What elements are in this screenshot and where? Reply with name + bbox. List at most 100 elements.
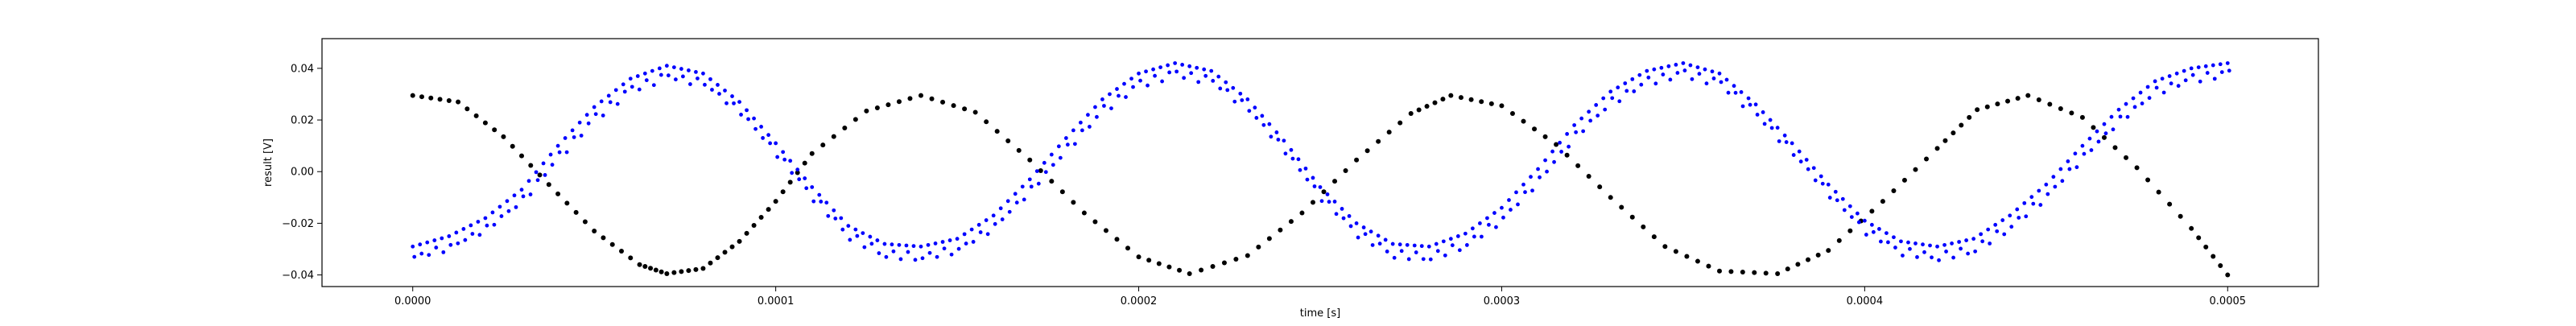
data-point [1081, 210, 1087, 216]
data-point [942, 246, 947, 251]
data-point [853, 227, 858, 232]
data-point [519, 188, 524, 192]
data-point [1027, 157, 1033, 163]
data-point [1348, 224, 1353, 229]
data-point [2025, 93, 2031, 98]
data-point [1187, 270, 1192, 276]
data-point [1102, 104, 1106, 108]
data-point [2029, 195, 2034, 200]
data-point [497, 204, 502, 209]
data-point [1596, 113, 1600, 118]
data-point [599, 99, 604, 104]
data-point [804, 186, 809, 191]
data-point [1131, 85, 1135, 89]
data-point [1856, 220, 1861, 225]
data-point [671, 65, 676, 70]
data-point [1717, 268, 1722, 274]
data-point [1646, 75, 1651, 80]
data-point [1092, 219, 1098, 225]
data-point [1797, 149, 1802, 154]
data-point [1995, 229, 2000, 233]
data-point [637, 262, 642, 267]
data-point [510, 143, 515, 149]
data-point [1114, 237, 1120, 242]
data-point [1125, 246, 1131, 251]
data-point [2196, 65, 2201, 70]
data-point [1984, 104, 1990, 109]
data-point [512, 193, 517, 198]
data-point [1240, 98, 1245, 102]
data-point [1488, 101, 1494, 106]
data-point [1408, 111, 1414, 117]
data-point [1980, 239, 1985, 244]
data-point [2212, 76, 2217, 81]
data-point [564, 200, 570, 206]
data-point [985, 232, 990, 237]
data-point [1855, 211, 1860, 216]
data-point [1027, 177, 1032, 182]
data-point [1567, 144, 1571, 149]
data-point [1470, 226, 1475, 231]
data-point [891, 249, 896, 254]
data-point [1392, 255, 1397, 260]
data-point [2167, 201, 2173, 207]
data-point [803, 176, 807, 180]
data-point [1079, 120, 1083, 125]
data-point [1129, 76, 1133, 81]
data-point [1752, 270, 1757, 275]
data-point [666, 73, 671, 78]
data-point [1416, 107, 1422, 113]
data-point [1594, 103, 1599, 107]
x-tick-label: 0.0001 [758, 295, 795, 307]
data-point [1038, 167, 1043, 173]
data-point [969, 227, 974, 232]
data-point [927, 250, 932, 255]
data-point [485, 223, 489, 228]
data-point [1719, 80, 1724, 85]
data-point [1296, 157, 1301, 162]
data-point [1732, 84, 1736, 89]
data-point [722, 250, 728, 255]
data-point [1588, 118, 1593, 123]
data-point [1318, 185, 1323, 189]
data-point [519, 153, 524, 159]
data-point [782, 157, 787, 162]
data-point [1397, 242, 1402, 247]
data-point [1619, 204, 1624, 210]
data-point [839, 216, 844, 221]
data-point [1684, 254, 1690, 259]
data-point [1629, 214, 1635, 220]
x-tick-label: 0.0003 [1484, 295, 1521, 307]
data-point [1509, 208, 1513, 212]
data-point [1022, 197, 1026, 202]
data-point [1937, 258, 1941, 262]
data-point [993, 221, 997, 226]
data-point [1340, 207, 1344, 211]
data-point [622, 89, 627, 94]
data-point [998, 206, 1003, 211]
data-point [1564, 152, 1570, 158]
data-point [1703, 67, 1707, 72]
data-point [1768, 118, 1773, 122]
data-point [1901, 177, 1907, 183]
data-point [1457, 248, 1462, 253]
data-point [1390, 241, 1395, 246]
data-point [1826, 248, 1831, 254]
data-point [1820, 181, 1825, 186]
data-point [2005, 98, 2011, 104]
data-point [1303, 166, 1308, 171]
data-point [2079, 114, 2085, 120]
data-point [1354, 157, 1360, 163]
data-point [1088, 125, 1092, 129]
data-point [2196, 235, 2202, 241]
data-point [1704, 81, 1709, 86]
data-point [1581, 129, 1586, 134]
data-point [1305, 177, 1310, 182]
data-point [2080, 143, 2085, 148]
data-point [802, 160, 807, 166]
data-point [1673, 249, 1678, 254]
data-point [505, 199, 510, 204]
data-point [2067, 167, 2072, 171]
data-point [1893, 246, 1897, 250]
data-point [1432, 100, 1438, 105]
